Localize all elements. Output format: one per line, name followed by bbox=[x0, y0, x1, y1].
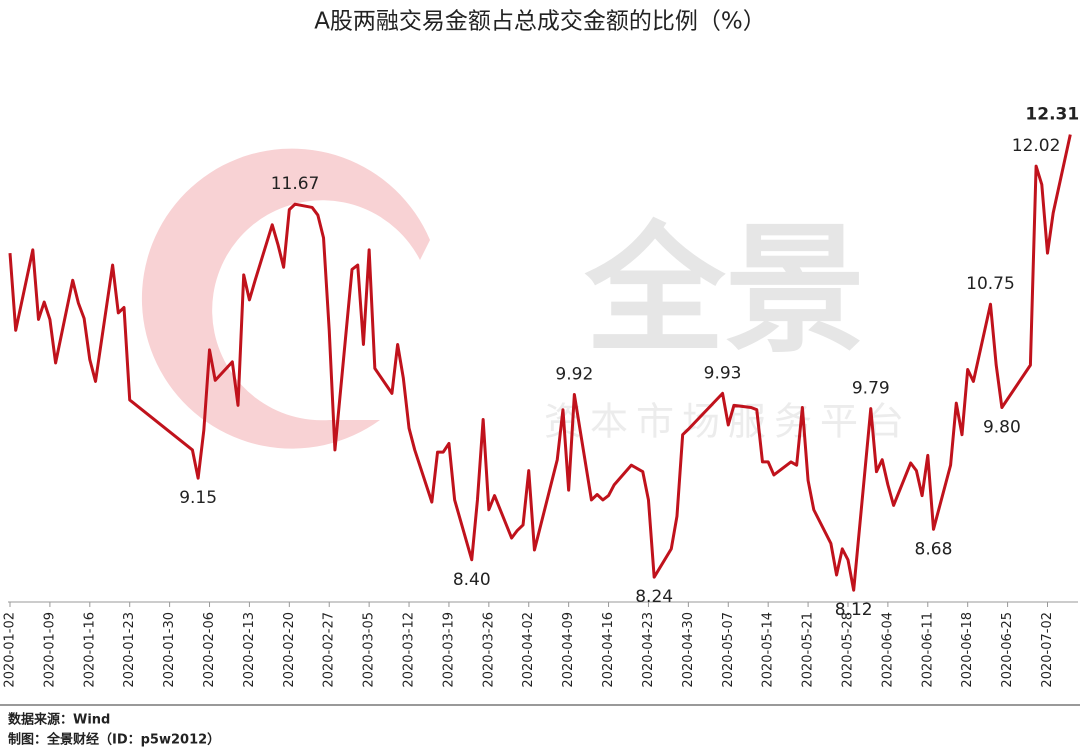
x-tick-label: 2020-06-18 bbox=[960, 612, 975, 688]
data-label: 9.92 bbox=[555, 364, 593, 384]
data-label: 8.68 bbox=[915, 539, 953, 559]
x-tick-label: 2020-03-26 bbox=[481, 612, 496, 688]
x-tick-label: 2020-06-11 bbox=[920, 612, 935, 688]
x-tick-label: 2020-06-04 bbox=[880, 612, 895, 688]
source-note: 数据来源：Wind bbox=[8, 712, 110, 728]
x-tick-label: 2020-05-21 bbox=[801, 612, 816, 688]
x-tick-label: 2020-04-09 bbox=[561, 612, 576, 688]
data-label: 12.02 bbox=[1012, 136, 1061, 156]
x-tick-label: 2020-04-23 bbox=[641, 612, 656, 688]
x-tick-label: 2020-02-27 bbox=[322, 612, 337, 688]
data-label: 8.40 bbox=[453, 570, 491, 590]
x-tick-label: 2020-01-02 bbox=[3, 612, 18, 688]
x-tick-label: 2020-05-07 bbox=[721, 612, 736, 688]
x-tick-label: 2020-02-20 bbox=[282, 612, 297, 688]
x-tick-label: 2020-03-19 bbox=[441, 612, 456, 688]
credit-note: 制图：全景财经（ID：p5w2012） bbox=[8, 732, 220, 748]
data-line bbox=[8, 134, 1072, 592]
x-tick-label: 2020-04-02 bbox=[521, 612, 536, 688]
data-label: 10.75 bbox=[966, 274, 1015, 294]
x-tick-label: 2020-01-30 bbox=[162, 612, 177, 688]
x-tick-label: 2020-01-09 bbox=[42, 612, 57, 688]
x-tick-label: 2020-04-30 bbox=[681, 612, 696, 688]
chart-title: A股两融交易金额占总成交金额的比例（%） bbox=[314, 9, 766, 35]
x-tick-label: 2020-04-16 bbox=[601, 612, 616, 688]
x-tick-label: 2020-05-14 bbox=[761, 612, 776, 688]
data-label: 9.80 bbox=[983, 418, 1021, 438]
x-tick-label: 2020-05-28 bbox=[840, 612, 855, 688]
x-tick-label: 2020-06-25 bbox=[1000, 612, 1015, 688]
watermark-text: 全景 bbox=[584, 210, 865, 373]
x-tick-label: 2020-07-02 bbox=[1040, 612, 1055, 688]
x-tick-label: 2020-02-13 bbox=[242, 612, 257, 688]
data-label: 11.67 bbox=[271, 174, 320, 194]
x-tick-label: 2020-01-16 bbox=[82, 612, 97, 688]
data-label: 9.15 bbox=[179, 488, 217, 508]
data-label: 12.31 bbox=[1025, 105, 1079, 125]
x-tick-label: 2020-03-12 bbox=[402, 612, 417, 688]
data-label: 8.24 bbox=[635, 587, 673, 607]
x-tick-label: 2020-01-23 bbox=[122, 612, 137, 688]
data-label: 9.79 bbox=[852, 379, 890, 399]
data-label: 9.93 bbox=[704, 363, 742, 383]
x-tick-label: 2020-03-05 bbox=[362, 612, 377, 688]
x-tick-label: 2020-02-06 bbox=[202, 612, 217, 688]
data-label: 8.12 bbox=[835, 600, 873, 620]
